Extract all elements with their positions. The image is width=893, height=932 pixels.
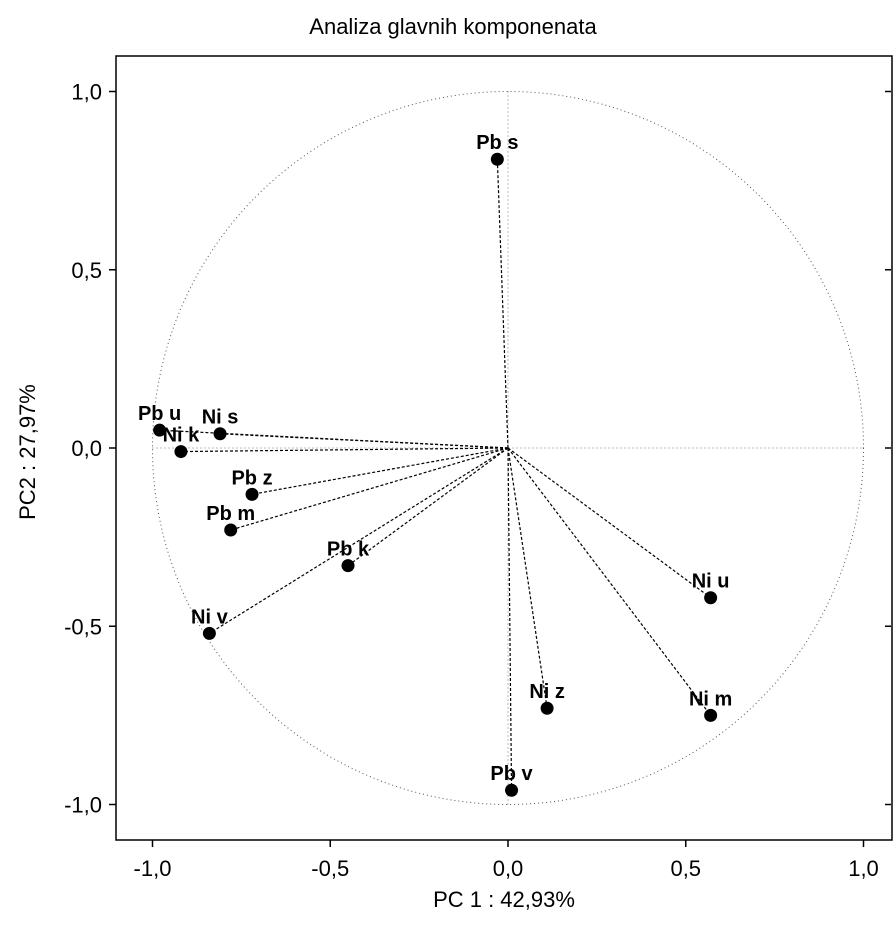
x-tick-label: -1,0 <box>134 856 172 881</box>
loading-vector <box>496 159 509 449</box>
loading-vector <box>220 433 509 449</box>
point-label: Pb k <box>327 539 370 561</box>
point-label: Pb s <box>476 132 518 154</box>
chart-title: Analiza glavnih komponenata <box>309 14 597 39</box>
x-tick-label: -0,5 <box>311 856 349 881</box>
y-tick-label: 0,5 <box>71 258 102 283</box>
data-point <box>224 523 238 537</box>
y-tick-label: -0,5 <box>64 614 102 639</box>
loading-vector <box>507 447 712 716</box>
loading-vector <box>507 447 513 791</box>
point-label: Ni z <box>529 681 565 703</box>
loading-vector <box>230 447 509 531</box>
plot-area: -1,0 -0,5 0,0 0,5 1,0 1,0 0,5 0,0 -0,5 -1,0 Pb s Pb… <box>64 55 893 881</box>
point-label: Pb u <box>138 403 181 425</box>
data-point <box>153 423 167 437</box>
data-point <box>704 591 718 605</box>
point-label: Pb z <box>231 467 272 489</box>
loading-vector <box>507 447 711 599</box>
x-axis-label: PC 1 : 42,93% <box>433 887 575 912</box>
data-point <box>704 708 718 722</box>
data-point <box>490 152 504 166</box>
point-label: Ni u <box>692 571 730 593</box>
loading-vector <box>180 447 509 453</box>
data-point <box>245 487 259 501</box>
loading-vector <box>507 447 548 709</box>
loading-vector <box>209 447 509 634</box>
point-label: Pb m <box>206 503 255 525</box>
x-tick-label: 0,5 <box>670 856 701 881</box>
data-point <box>505 783 519 797</box>
y-tick-label: 1,0 <box>71 80 102 105</box>
y-tick-label: 0,0 <box>71 436 102 461</box>
data-point <box>213 427 227 441</box>
data-point <box>174 445 188 459</box>
data-point <box>540 701 554 715</box>
point-label: Ni k <box>163 425 201 447</box>
data-point <box>341 559 355 573</box>
y-axis-label: PC2 : 27,97% <box>15 384 40 520</box>
plot-frame <box>115 55 893 841</box>
x-tick-label: 0,0 <box>493 856 524 881</box>
point-label: Ni s <box>202 407 239 429</box>
loading-vector <box>251 447 509 495</box>
point-label: Pb v <box>490 763 533 785</box>
point-label: Ni v <box>191 606 229 628</box>
y-tick-label: -1,0 <box>64 793 102 818</box>
x-tick-label: 1,0 <box>848 856 879 881</box>
loading-vector <box>347 447 509 567</box>
point-label: Ni m <box>689 688 732 710</box>
data-point <box>202 626 216 640</box>
